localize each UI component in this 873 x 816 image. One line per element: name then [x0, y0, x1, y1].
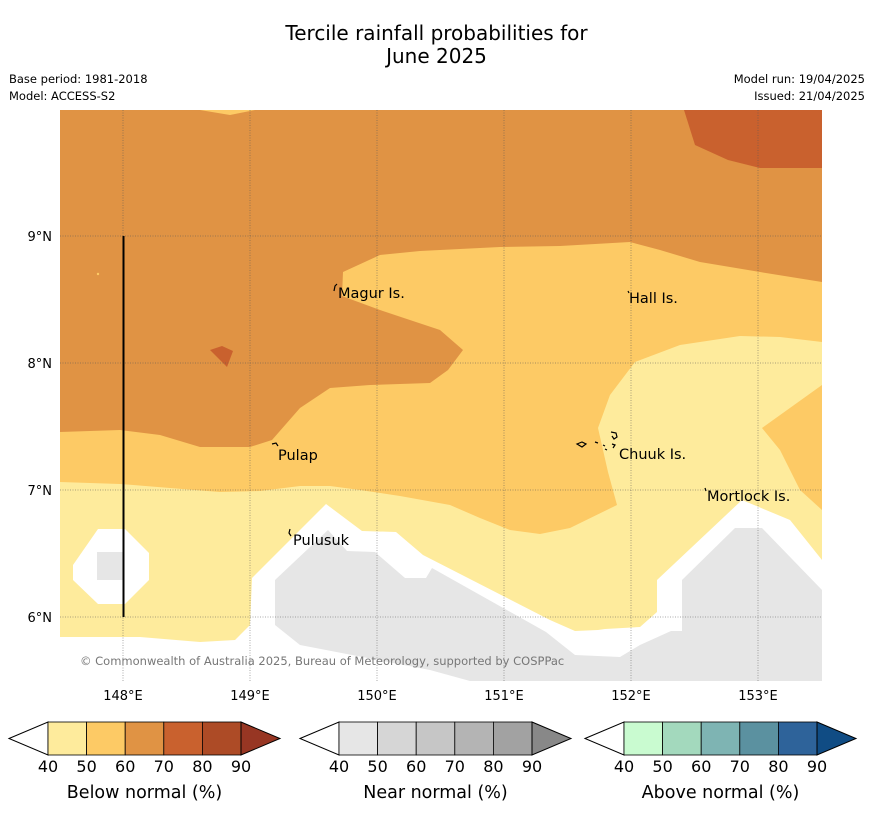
- lat-tick-8n: 8°N: [28, 357, 53, 372]
- region-below-70-80-north: [684, 110, 822, 168]
- colorbar-title: Near normal (%): [363, 783, 508, 803]
- colorbar-segment: [338, 721, 378, 756]
- colorbar-title: Below normal (%): [67, 783, 222, 803]
- lon-tick-153e: 153°E: [738, 689, 778, 704]
- colorbar-segment: [454, 721, 494, 756]
- island-hall: [627, 290, 630, 294]
- lon-ticks: 148°E 149°E 150°E 151°E 152°E 153°E: [103, 689, 778, 704]
- colorbar-tick-label: 50: [367, 757, 387, 776]
- colorbar-tick-label: 60: [691, 757, 711, 776]
- colorbar-extension-low: [583, 721, 625, 756]
- tiny-patch: [96, 272, 100, 276]
- colorbar-tick-label: 80: [483, 757, 503, 776]
- probability-map: [60, 110, 822, 681]
- title-line-2: June 2025: [386, 44, 487, 68]
- model-run-text: Model run: 19/04/2025: [733, 72, 865, 86]
- place-label-pulap: Pulap: [278, 448, 318, 464]
- colorbar-above-normal: 40 50 60 70 80 90 Above normal (%): [583, 721, 858, 803]
- colorbar-tick-label: 70: [154, 757, 174, 776]
- lat-ticks: 9°N 8°N 7°N 6°N: [28, 230, 53, 626]
- colorbar-extension-high: [816, 721, 858, 756]
- colorbar-extension-high: [531, 721, 573, 756]
- lat-tick-6n: 6°N: [28, 611, 53, 626]
- meta-left: Base period: 1981-2018 Model: ACCESS-S2: [9, 71, 148, 105]
- region-below-50-60-east: [762, 385, 822, 510]
- colorbar-tick-label: 40: [614, 757, 634, 776]
- copyright-text: © Commonwealth of Australia 2025, Bureau…: [80, 654, 564, 668]
- colorbar-segment: [86, 721, 126, 756]
- colorbar-segment: [700, 721, 741, 756]
- lon-tick-152e: 152°E: [611, 689, 651, 704]
- place-label-magur: Magur Is.: [338, 286, 405, 302]
- region-near-40-50-small: [97, 552, 123, 580]
- colorbar-segment: [739, 721, 779, 756]
- colorbar-tick-label: 90: [807, 757, 827, 776]
- colorbar-near-normal: 40 50 60 70 80 90 Near normal (%): [298, 721, 573, 803]
- colorbar-below-normal: 40 50 60 70 80 90 Below normal (%): [7, 721, 282, 803]
- colorbar-segment: [623, 721, 663, 756]
- lat-tick-9n: 9°N: [28, 230, 53, 245]
- colorbar-tick-label: 70: [730, 757, 750, 776]
- island-pulusuk: [288, 528, 292, 537]
- place-label-chuuk: Chuuk Is.: [619, 447, 686, 463]
- colorbar-tick-label: 60: [406, 757, 426, 776]
- colorbar-extension-high: [240, 721, 282, 756]
- colorbar-segment: [163, 721, 203, 756]
- colorbar-tick-label: 80: [192, 757, 212, 776]
- meta-right: Model run: 19/04/2025 Issued: 21/04/2025: [734, 71, 865, 105]
- model-text: Model: ACCESS-S2: [9, 89, 116, 103]
- colorbar-tick-label: 90: [522, 757, 542, 776]
- island-pulap: [271, 442, 279, 447]
- colorbar-segment: [492, 721, 533, 756]
- colorbar-tick-label: 80: [768, 757, 788, 776]
- colorbar-segment: [47, 721, 87, 756]
- lon-tick-148e: 148°E: [103, 689, 143, 704]
- colorbar-title: Above normal (%): [642, 783, 800, 803]
- island-outlines: [271, 283, 707, 537]
- colorbar-segment: [201, 721, 242, 756]
- region-below-70-80-patch: [210, 346, 233, 367]
- place-label-mortlock: Mortlock Is.: [707, 489, 790, 505]
- colorbar-extension-low: [298, 721, 340, 756]
- lon-tick-150e: 150°E: [357, 689, 397, 704]
- place-labels: Magur Is. Hall Is. Pulap Chuuk Is. Mortl…: [278, 286, 790, 549]
- colorbar-tick-label: 40: [38, 757, 58, 776]
- base-period-text: Base period: 1981-2018: [9, 72, 148, 86]
- colorbar-tick-label: 60: [115, 757, 135, 776]
- colorbar-tick-label: 40: [329, 757, 349, 776]
- colorbar-segment: [415, 721, 456, 756]
- lon-tick-149e: 149°E: [230, 689, 270, 704]
- colorbar-tick-label: 50: [76, 757, 96, 776]
- title-line-1: Tercile rainfall probabilities for: [285, 21, 588, 45]
- map-title: Tercile rainfall probabilities for June …: [0, 22, 873, 68]
- region-below-50-60-top: [200, 110, 255, 115]
- lon-tick-151e: 151°E: [484, 689, 524, 704]
- colorbar-segment: [778, 721, 818, 756]
- colorbar-segment: [662, 721, 702, 756]
- island-magur: [333, 283, 338, 292]
- colorbar-tick-label: 50: [652, 757, 672, 776]
- region-near-40-50-east: [682, 528, 822, 681]
- colorbar-segment: [124, 721, 165, 756]
- region-near-40-50: [275, 530, 715, 681]
- region-below-40-50: [60, 336, 822, 681]
- place-label-pulusuk: Pulusuk: [293, 533, 350, 549]
- lat-tick-7n: 7°N: [28, 484, 53, 499]
- place-label-hall: Hall Is.: [629, 291, 678, 307]
- colorbar-tick-label: 70: [445, 757, 465, 776]
- colorbar-tick-label: 90: [231, 757, 251, 776]
- issued-text: Issued: 21/04/2025: [754, 89, 865, 103]
- island-chuuk: [575, 431, 618, 451]
- island-mortlock: [704, 487, 707, 492]
- colorbar-extension-low: [7, 721, 49, 756]
- colorbar-segment: [377, 721, 417, 756]
